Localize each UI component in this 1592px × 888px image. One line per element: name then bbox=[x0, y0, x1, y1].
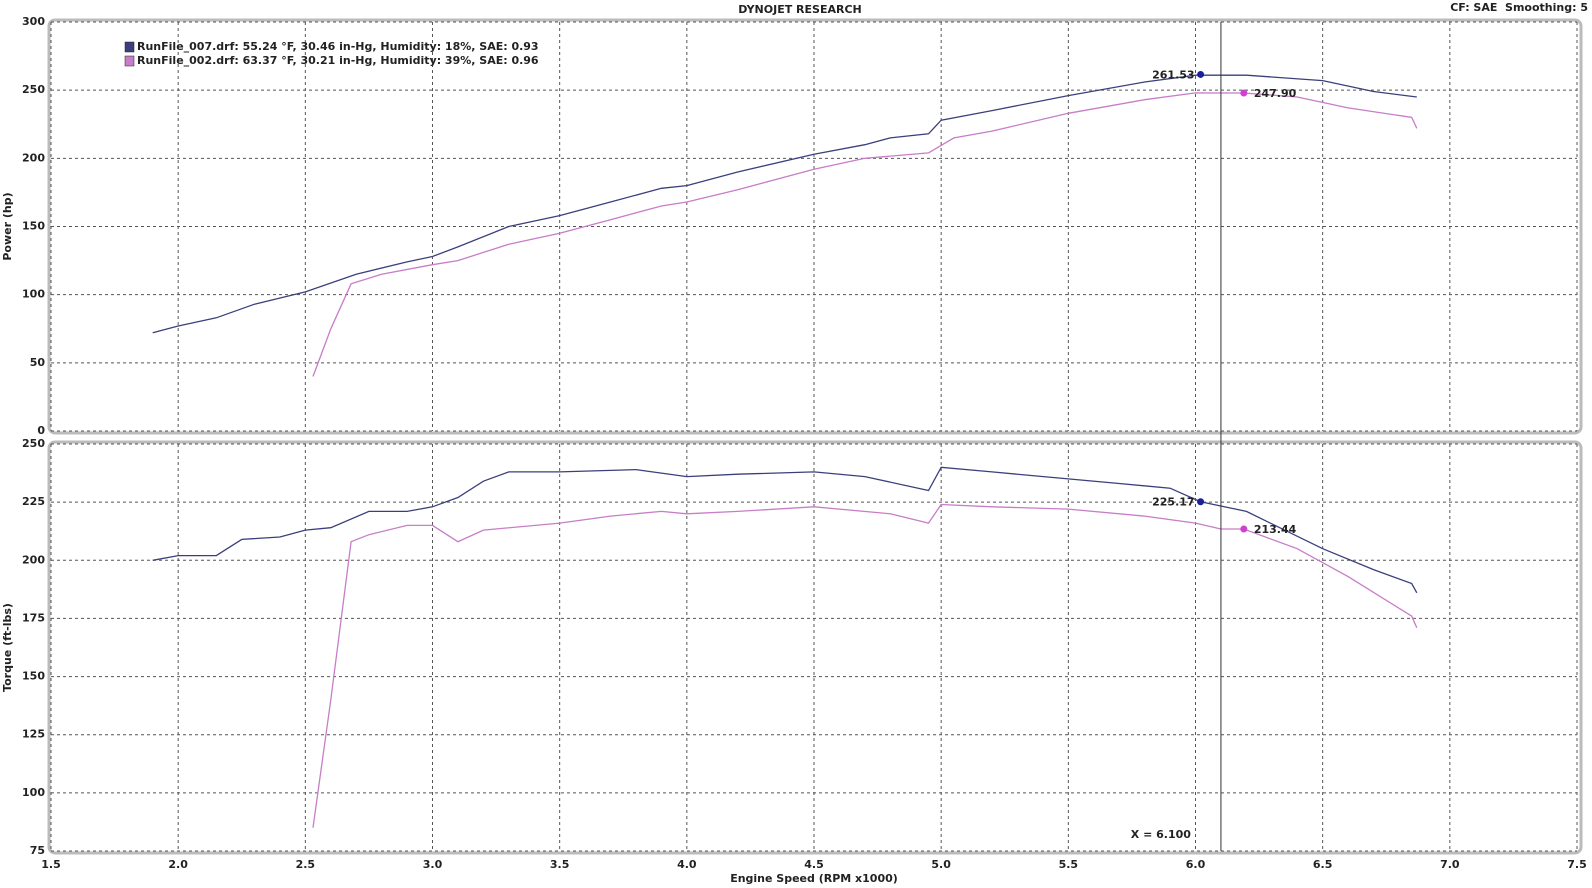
data-line bbox=[152, 74, 1417, 334]
x-tick-label: 5.5 bbox=[1059, 858, 1079, 871]
legend-label: RunFile_007.drf: 55.24 °F, 30.46 in-Hg, … bbox=[137, 40, 539, 53]
legend-swatch bbox=[124, 55, 135, 67]
y-axis-label: Torque (ft-lbs) bbox=[1, 603, 14, 692]
x-tick-label: 1.5 bbox=[41, 858, 61, 871]
x-tick-label: 7.0 bbox=[1440, 858, 1460, 871]
x-tick-label: 6.0 bbox=[1186, 858, 1206, 871]
x-tick-label: 2.5 bbox=[296, 858, 316, 871]
chart-title: DYNOJET RESEARCH bbox=[738, 3, 861, 16]
y-tick-label: 0 bbox=[37, 424, 45, 437]
marker-label: 261.53 bbox=[1152, 68, 1194, 81]
legend-label: RunFile_002.drf: 63.37 °F, 30.21 in-Hg, … bbox=[137, 54, 539, 67]
y-tick-label: 150 bbox=[22, 220, 45, 233]
marker bbox=[1197, 498, 1205, 506]
y-tick-label: 100 bbox=[22, 288, 45, 301]
x-tick-label: 3.0 bbox=[423, 858, 443, 871]
panel-frame bbox=[47, 440, 1583, 855]
y-axis-label: Power (hp) bbox=[1, 192, 14, 260]
cursor-label: X = 6.100 bbox=[1131, 828, 1191, 841]
y-tick-label: 75 bbox=[30, 844, 45, 857]
y-tick-label: 100 bbox=[22, 786, 45, 799]
y-tick-label: 250 bbox=[22, 83, 45, 96]
x-tick-label: 3.5 bbox=[550, 858, 570, 871]
x-tick-label: 4.0 bbox=[677, 858, 697, 871]
marker-label: 213.44 bbox=[1254, 523, 1297, 536]
x-tick-label: 6.5 bbox=[1313, 858, 1333, 871]
y-tick-label: 50 bbox=[30, 356, 46, 369]
y-tick-label: 300 bbox=[22, 15, 45, 28]
y-tick-label: 175 bbox=[22, 611, 45, 624]
y-tick-label: 225 bbox=[22, 495, 45, 508]
marker bbox=[1240, 89, 1248, 97]
x-tick-label: 2.0 bbox=[168, 858, 188, 871]
marker-label: 247.90 bbox=[1254, 87, 1297, 100]
x-tick-label: 5.0 bbox=[931, 858, 951, 871]
x-tick-label: 7.5 bbox=[1567, 858, 1587, 871]
data-line bbox=[312, 503, 1418, 828]
y-tick-label: 150 bbox=[22, 670, 45, 683]
settings: CF: SAE Smoothing: 5 bbox=[1450, 1, 1588, 14]
marker bbox=[1240, 525, 1248, 533]
y-tick-label: 200 bbox=[22, 553, 45, 566]
y-tick-label: 200 bbox=[22, 151, 45, 164]
marker bbox=[1197, 70, 1205, 78]
legend-swatch bbox=[124, 41, 135, 53]
y-tick-label: 250 bbox=[22, 437, 45, 450]
marker-label: 225.17 bbox=[1152, 496, 1194, 509]
y-tick-label: 125 bbox=[22, 728, 45, 741]
x-axis-label: Engine Speed (RPM x1000) bbox=[730, 872, 898, 885]
x-tick-label: 4.5 bbox=[804, 858, 824, 871]
